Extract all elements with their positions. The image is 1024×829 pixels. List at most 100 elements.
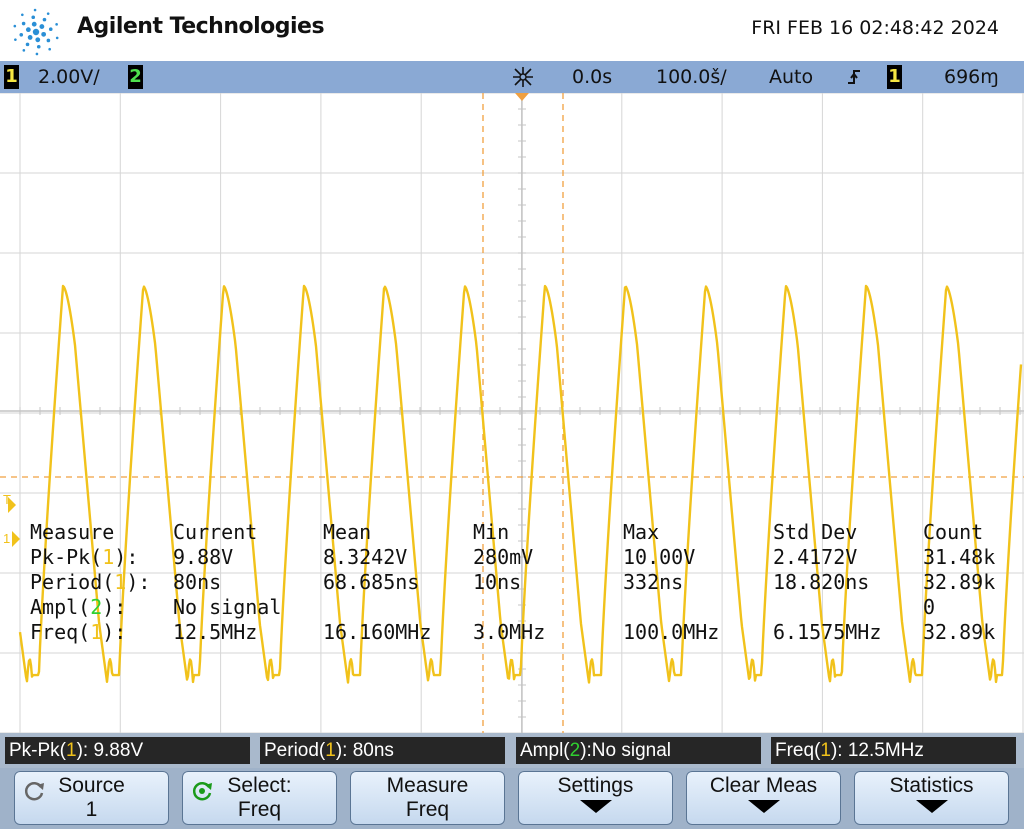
cell-min: 3.0MHz: [473, 620, 546, 644]
down-arrow-icon: [915, 800, 948, 813]
header-std-dev: Std Dev: [773, 520, 858, 544]
header-count: Count: [923, 520, 984, 544]
measure-name-part: Pk-Pk(: [30, 545, 103, 569]
trigger-mode[interactable]: Auto: [769, 66, 814, 88]
measure-name: Period(1):: [30, 570, 150, 595]
summary-measurement[interactable]: Period(1): 80ns: [260, 737, 505, 764]
rising-edge-icon: [848, 70, 860, 84]
summary-text: ):No signal: [580, 740, 672, 761]
softkey-statistics[interactable]: Statistics: [854, 771, 1009, 825]
measure-name: Ampl(2):: [30, 595, 126, 620]
header-current: Current: [173, 520, 258, 544]
softkey-select[interactable]: Select: Freq: [182, 771, 337, 825]
time-scale[interactable]: 100.0š/: [656, 66, 727, 88]
time-delay[interactable]: 0.0s: [572, 66, 613, 88]
down-arrow-icon: [579, 800, 612, 813]
agilent-logo-icon: [13, 8, 59, 56]
cell-current: 80ns: [173, 570, 222, 594]
softkey-label: Select:: [227, 774, 292, 797]
softkey-value: Freq: [237, 798, 282, 821]
trigger-position-marker[interactable]: [515, 93, 529, 101]
summary-text: 2: [569, 740, 581, 761]
softkey-source[interactable]: Source 1: [14, 771, 169, 825]
cell-min: 10ns: [473, 570, 522, 594]
softkey-clear-meas[interactable]: Clear Meas: [686, 771, 841, 825]
measure-name-part: Freq(: [30, 620, 91, 644]
rotate-knob-icon: [24, 782, 44, 801]
svg-text:T: T: [3, 492, 11, 507]
cell-count: 32.89k: [923, 570, 996, 594]
measure-name-part: 1: [90, 620, 103, 644]
softkey-label: Statistics: [889, 774, 974, 797]
summary-text: ): 9.88V: [76, 740, 144, 761]
softkey-measure[interactable]: Measure Freq: [350, 771, 505, 825]
measure-name-part: Ampl(: [30, 595, 91, 619]
summary-text: Freq(: [775, 740, 821, 761]
summary-text: Pk-Pk(: [9, 740, 66, 761]
measure-name-part: ):: [102, 595, 127, 619]
channel-1-indicator[interactable]: 1: [4, 65, 19, 89]
channel-1-scale[interactable]: 2.00V/: [38, 66, 100, 88]
cell-current: 12.5MHz: [173, 620, 258, 644]
trigger-level-marker[interactable]: T: [3, 492, 16, 513]
softkey-value: 1: [85, 798, 98, 821]
measurement-summary-bar: Pk-Pk(1): 9.88V Period(1): 80ns Ampl(2):No…: [0, 733, 1024, 768]
cell-count: 0: [923, 595, 936, 619]
cell-min: 280mV: [473, 545, 534, 569]
summary-measurement[interactable]: Ampl(2):No signal: [516, 737, 761, 764]
channel-1-ground-marker[interactable]: 1: [3, 531, 20, 547]
cell-current: 9.88V: [173, 545, 234, 569]
softkey-value: Freq: [405, 798, 450, 821]
summary-text: 1: [325, 740, 336, 761]
cell-max: 10.00V: [623, 545, 696, 569]
trigger-source-indicator[interactable]: 1: [887, 65, 902, 89]
summary-text: 1: [820, 740, 831, 761]
brand-name: Agilent Technologies: [77, 14, 325, 39]
softkey-label: Source: [58, 774, 125, 797]
summary-text: Ampl(: [520, 740, 570, 761]
channel-2-indicator[interactable]: 2: [128, 65, 143, 89]
cell-mean: 16.160MHz: [323, 620, 432, 644]
cell-std: 2.4172V: [773, 545, 858, 569]
summary-text: ): 12.5MHz: [830, 740, 924, 761]
date-time: FRI FEB 16 02:48:42 2024: [751, 17, 999, 39]
softkey-settings[interactable]: Settings: [518, 771, 673, 825]
cell-count: 31.48k: [923, 545, 996, 569]
cell-std: 6.1575MHz: [773, 620, 882, 644]
trigger-level[interactable]: 696ɱ: [944, 66, 999, 88]
measure-name-part: 1: [114, 570, 127, 594]
summary-measurement[interactable]: Pk-Pk(1): 9.88V: [5, 737, 250, 764]
cell-mean: 8.3242V: [323, 545, 408, 569]
waveform-display[interactable]: T 1: [0, 93, 1024, 733]
cell-max: 332ns: [623, 570, 684, 594]
summary-text: ): 80ns: [335, 740, 394, 761]
header-min: Min: [473, 520, 510, 544]
summary-text: 1: [66, 740, 77, 761]
header-max: Max: [623, 520, 660, 544]
summary-text: Period(: [264, 740, 326, 761]
measure-name-part: ):: [102, 620, 127, 644]
softkey-bar: Source 1 Select: Freq Measure Freq Settings Cle…: [0, 768, 1024, 829]
softkey-label: Clear Meas: [709, 774, 818, 797]
cell-max: 100.0MHz: [623, 620, 720, 644]
header-mean: Mean: [323, 520, 372, 544]
measure-name-part: 2: [90, 595, 103, 619]
cell-mean: 68.685ns: [323, 570, 420, 594]
trigger-star-icon: [513, 67, 533, 87]
header: Agilent Technologies FRI FEB 16 02:48:42…: [0, 0, 1024, 61]
header-measure: Measure: [30, 520, 115, 544]
measure-name-part: Period(: [30, 570, 115, 594]
softkey-label: Settings: [557, 774, 634, 797]
down-arrow-icon: [747, 800, 780, 813]
measure-name-part: ):: [126, 570, 151, 594]
select-knob-icon: [192, 782, 212, 801]
channel-1-trace: [18, 284, 1023, 684]
status-bar: 1 2.00V/ 2 0.0s 100.0š/ Auto 1 696ɱ: [0, 61, 1024, 93]
measure-name: Freq(1):: [30, 620, 126, 645]
softkey-label: Measure: [386, 774, 469, 797]
cell-count: 32.89k: [923, 620, 996, 644]
svg-text:1: 1: [3, 531, 10, 546]
summary-measurement[interactable]: Freq(1): 12.5MHz: [771, 737, 1016, 764]
cell-std: 18.820ns: [773, 570, 870, 594]
cell-current: No signal: [173, 595, 282, 619]
